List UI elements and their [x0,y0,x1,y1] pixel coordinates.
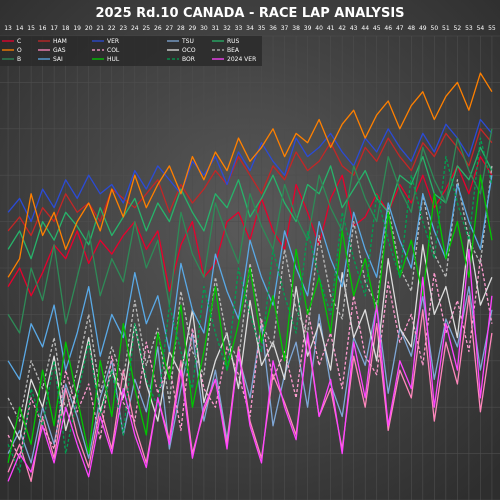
x-tick-label: 50 [431,25,439,32]
series-line-ver [7,118,493,223]
x-tick-label: 32 [223,25,231,32]
legend-label: OCO [182,47,196,54]
x-tick-label: 23 [119,25,127,32]
x-tick-label: 49 [419,25,427,32]
x-tick-label: 44 [361,25,369,32]
x-tick-label: 38 [292,25,300,32]
legend-label: O [17,47,22,54]
legend-label: HAM [53,38,67,45]
series-line-bor [7,137,493,473]
legend-label: RUS [227,38,240,45]
x-tick-label: 30 [200,25,208,32]
x-tick-label: 31 [212,25,220,32]
legend-label: BOR [182,56,195,63]
x-tick-label: 25 [142,25,150,32]
x-tick-label: 13 [4,25,12,32]
x-tick-label: 29 [189,25,197,32]
x-tick-label: 45 [373,25,381,32]
x-tick-label: 16 [39,25,47,32]
series-line-sai [7,175,493,381]
series-line-oco [7,234,493,441]
legend-label: TSU [181,38,194,45]
x-tick-label: 17 [50,25,58,32]
x-tick-label: 20 [85,25,93,32]
x-tick-label: 53 [465,25,473,32]
legend-label: 2024 VER [227,56,256,63]
x-tick-label: 34 [246,25,254,32]
x-tick-label: 15 [27,25,35,32]
x-tick-label: 27 [166,25,174,32]
x-tick-label: 39 [304,25,312,32]
x-tick-label: 42 [338,25,346,32]
x-tick-label: 52 [454,25,462,32]
x-tick-label: 41 [327,25,335,32]
x-tick-label: 22 [108,25,116,32]
x-tick-label: 54 [477,25,485,32]
legend-label: C [17,38,21,45]
legend-label: BEA [227,47,240,54]
x-tick-label: 33 [235,25,243,32]
series-line-o [7,72,493,278]
x-tick-label: 21 [96,25,104,32]
legend: C HAM VER TSU RUS O GAS COL OCO BEA B SAI HUL BOR 2024… [0,36,262,66]
x-tick-label: 19 [73,25,81,32]
x-tick-label: 35 [258,25,266,32]
x-tick-label: 55 [488,25,496,32]
x-tick-label: 46 [384,25,392,32]
x-tick-label: 14 [16,25,24,32]
legend-label: COL [107,47,120,54]
x-tick-label: 43 [350,25,358,32]
x-tick-labels: 13 14 15 16 17 18 19 20 21 22 23 24 25 26 27 28 29 30 31 32… [4,25,496,32]
series-line-2024-ver [7,248,493,482]
legend-label: B [17,56,21,63]
series-line-hul [7,174,493,464]
x-tick-label: 18 [62,25,70,32]
series-line-b [7,128,493,334]
series-layer [7,72,493,483]
series-line-col [7,258,493,459]
x-tick-label: 24 [131,25,139,32]
legend-label: HUL [107,56,120,63]
legend-label: SAI [53,56,63,63]
legend-label: VER [107,38,119,45]
x-tick-label: 47 [396,25,404,32]
x-tick-label: 26 [154,25,162,32]
chart-title: 2025 Rd.10 CANADA - RACE LAP ANALYSIS [95,6,404,21]
x-tick-label: 37 [281,25,289,32]
legend-label: GAS [53,47,66,54]
x-tick-label: 40 [315,25,323,32]
series-line-tsu [7,285,493,464]
x-tick-label: 36 [269,25,277,32]
x-tick-label: 28 [177,25,185,32]
x-tick-label: 48 [407,25,415,32]
series-line-gas [7,295,493,483]
x-tick-label: 51 [442,25,450,32]
series-line-rus [7,146,493,260]
